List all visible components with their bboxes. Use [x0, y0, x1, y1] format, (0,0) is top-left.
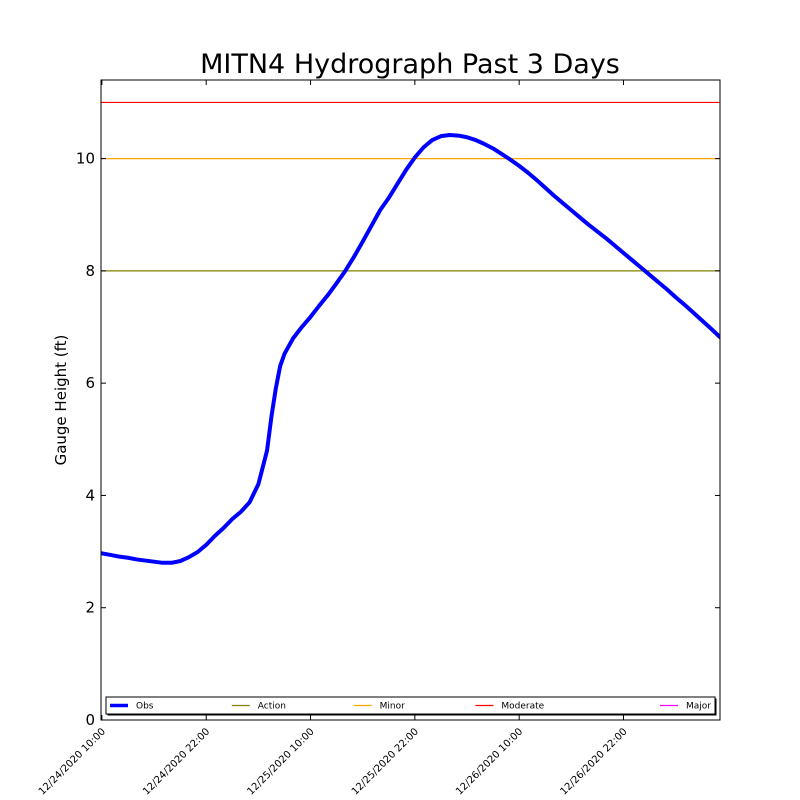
plot-background	[101, 80, 720, 720]
y-tick-label: 8	[85, 262, 95, 280]
obs-line	[101, 133, 720, 565]
legend: Obs Action Minor Moderate Major	[105, 696, 717, 716]
legend-label-major: Major	[686, 702, 711, 712]
legend-label-minor: Minor	[380, 702, 405, 712]
legend-box	[105, 696, 716, 715]
y-axis-label: Gauge Height (ft)	[52, 335, 70, 466]
y-tick-label: 4	[85, 486, 95, 504]
plot-frame	[100, 79, 721, 721]
y-tick-label: 6	[85, 374, 95, 392]
y-tick-label: 10	[76, 150, 95, 168]
chart-title: MITN4 Hydrograph Past 3 Days	[200, 49, 620, 80]
plot-area	[101, 80, 720, 720]
y-tick-label: 0	[85, 711, 95, 729]
legend-label-action: Action	[258, 702, 286, 712]
legend-label-moderate: Moderate	[501, 702, 544, 712]
y-tick-label: 2	[85, 599, 95, 617]
legend-label-obs: Obs	[136, 702, 154, 712]
observed-series	[101, 133, 720, 565]
flood-stage-lines	[101, 101, 720, 272]
